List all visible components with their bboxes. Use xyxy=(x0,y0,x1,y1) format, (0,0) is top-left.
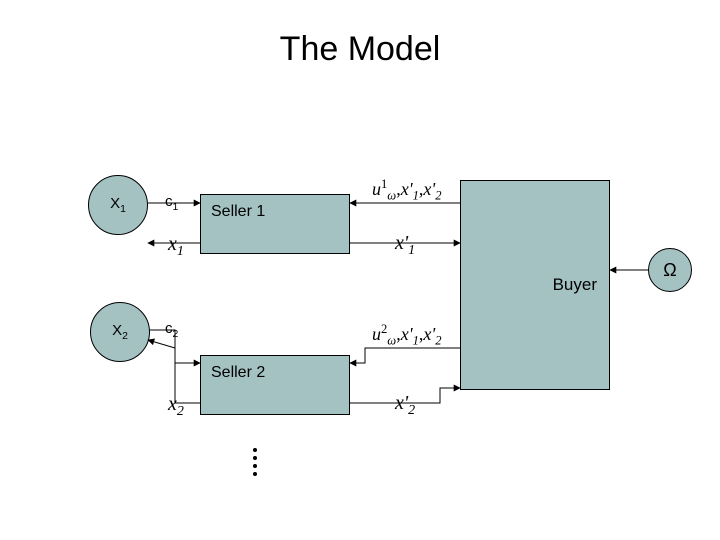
label-x1: x1 xyxy=(168,233,184,260)
label-xprime1: x'1 xyxy=(395,232,415,259)
node-x2-label: X2 xyxy=(112,322,128,342)
label-c2: c2 xyxy=(165,320,178,340)
node-buyer-label: Buyer xyxy=(553,275,597,295)
node-seller-1: Seller 1 xyxy=(200,194,350,254)
label-u2: u2ω,x'1,x'2 xyxy=(372,322,442,349)
node-seller-2-label: Seller 2 xyxy=(211,364,265,382)
edges-layer xyxy=(0,0,720,540)
node-seller-1-label: Seller 1 xyxy=(211,203,265,221)
label-xprime2: x'2 xyxy=(395,392,415,419)
label-c1: c1 xyxy=(165,193,178,213)
node-seller-2: Seller 2 xyxy=(200,355,350,415)
page-title: The Model xyxy=(0,30,720,69)
label-u1: u1ω,x'1,x'2 xyxy=(372,177,442,204)
label-x2: x2 xyxy=(168,393,184,420)
node-buyer: Buyer xyxy=(460,180,610,390)
node-omega: Ω xyxy=(648,248,692,292)
node-omega-label: Ω xyxy=(663,260,676,281)
node-x1-label: X1 xyxy=(110,195,126,215)
node-x1: X1 xyxy=(88,175,148,235)
node-x2: X2 xyxy=(90,302,150,362)
